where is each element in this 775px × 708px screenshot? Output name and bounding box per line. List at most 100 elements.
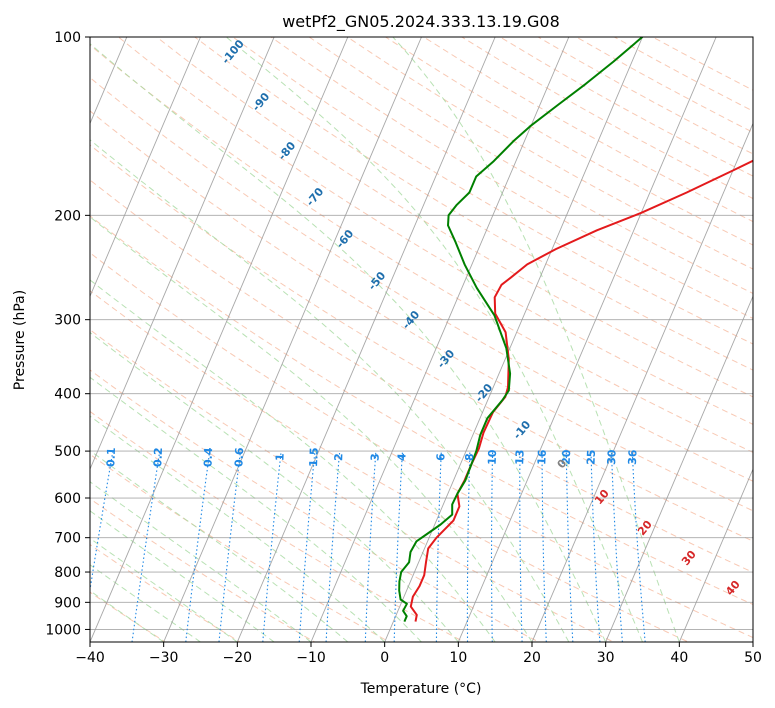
mixing-ratio-line: [490, 451, 494, 642]
dry-adiabat-line: [90, 144, 753, 542]
mixing-ratio-line: [364, 451, 377, 642]
mixing-ratio-label: 4: [395, 453, 408, 462]
x-tick-label: −20: [223, 650, 253, 666]
mixing-ratio-line: [565, 451, 574, 642]
dry-adiabat-label: 20: [635, 518, 655, 538]
temperature-line: [409, 159, 753, 622]
dry-adiabat-line: [90, 543, 241, 642]
moist-adiabat-label: -20: [473, 381, 496, 405]
mixing-ratio-label: 1: [273, 453, 286, 461]
x-tick-label: 40: [670, 650, 688, 666]
isotherm-line: [531, 122, 753, 642]
chart-title: wetPf2_GN05.2024.333.13.19.G08: [282, 12, 560, 32]
dry-adiabat-line: [90, 215, 753, 606]
moist-adiabat-line: [90, 510, 275, 642]
y-tick-label: 200: [54, 208, 81, 224]
dry-adiabat-line: [117, 37, 753, 425]
isotherm-line: [236, 37, 496, 642]
dry-adiabat-label: 10: [592, 487, 612, 507]
x-tick-label: 30: [597, 650, 615, 666]
isotherm-line: [752, 640, 753, 642]
mixing-ratio-label: 0.6: [232, 447, 246, 467]
dry-adiabat-line: [346, 37, 753, 270]
mixing-ratio-line: [185, 451, 211, 642]
dry-adiabat-line: [90, 329, 615, 642]
dry-adiabat-line: [90, 252, 753, 639]
mixing-ratio-line: [590, 451, 601, 642]
isotherm-line: [90, 37, 275, 471]
dry-adiabat-line: [308, 37, 753, 295]
mixing-ratio-label: 25: [584, 449, 598, 465]
mixing-ratio-line: [519, 451, 523, 642]
dry-adiabat-line: [90, 410, 466, 642]
moist-adiabat-line: [90, 43, 607, 642]
isotherm-line: [384, 37, 643, 642]
moist-adiabat-label: -100: [219, 37, 247, 67]
mixing-ratio-label: 13: [513, 449, 527, 465]
mixing-ratio-label: 6: [434, 453, 447, 462]
mixing-ratio-label: 20: [560, 449, 574, 465]
axes: −40 −30 −20 −10 0 10 20 30 40 50 1000 900 800 700 600 5…: [45, 30, 762, 666]
dry-adiabat-line: [90, 369, 540, 642]
moist-adiabat-line: [225, 37, 643, 642]
y-tick-label: 700: [54, 531, 81, 547]
dry-adiabat-line: [155, 37, 753, 398]
dewpoint-line: [398, 37, 644, 622]
y-tick-label: 400: [54, 387, 81, 403]
dry-adiabat-line: [90, 498, 316, 642]
moist-adiabat-line: [90, 590, 164, 642]
mixing-ratio-line: [435, 451, 442, 642]
x-tick-label: −40: [75, 650, 105, 666]
y-tick-label: 900: [54, 595, 81, 611]
mixing-ratio-line: [131, 451, 161, 642]
mixing-ratio-label: 10: [486, 449, 500, 465]
dry-adiabat-line: [90, 453, 391, 642]
mixing-ratio-label: 30: [605, 449, 619, 465]
y-tick-label: 300: [54, 313, 81, 329]
dry-adiabat-line: [613, 37, 753, 112]
moist-adiabat-line: [392, 37, 680, 642]
dry-adiabat-line: [90, 179, 753, 573]
moist-adiabat-label: -50: [366, 269, 389, 293]
mixing-ratio-line: [393, 451, 404, 642]
mixing-ratio-label: 2: [332, 453, 345, 461]
moist-adiabat-line: [90, 564, 201, 642]
moist-adiabat-line: [90, 537, 238, 642]
x-tick-label: 10: [449, 650, 467, 666]
x-tick-label: 50: [744, 650, 762, 666]
y-tick-label: 800: [54, 565, 81, 581]
isotherm-line: [90, 37, 349, 642]
mixing-ratio-line: [466, 451, 471, 642]
y-axis-label: Pressure (hPa): [12, 290, 28, 390]
mixing-ratio-line: [262, 451, 282, 642]
dry-adiabat-line: [90, 76, 753, 482]
dry-adiabat-line: [90, 110, 753, 512]
mixing-ratio-label: 16: [535, 449, 549, 465]
moist-adiabat-line: [90, 279, 496, 642]
y-tick-label: 500: [54, 444, 81, 460]
dry-adiabat-line: [90, 290, 690, 642]
mixing-ratio-line: [541, 451, 547, 642]
moist-adiabat-line: [90, 216, 533, 642]
y-tick-label: 100: [54, 30, 81, 46]
x-tick-label: 20: [523, 650, 541, 666]
y-tick-label: 1000: [45, 622, 81, 638]
isotherm-line: [605, 295, 753, 642]
x-tick-label: −30: [149, 650, 179, 666]
mixing-ratio-line: [298, 451, 316, 642]
mixing-ratio-label: 1.5: [307, 447, 321, 467]
moist-adiabat-line: [90, 481, 312, 642]
x-tick-label: −10: [296, 650, 326, 666]
moist-adiabat-line: [90, 449, 349, 642]
mixing-ratio-label: 0.1: [104, 447, 118, 467]
mixing-ratio-line: [90, 451, 114, 594]
moist-adiabat-label: -40: [400, 308, 423, 332]
moist-adiabat-label: -30: [435, 347, 458, 371]
dry-adiabat-line: [422, 37, 753, 223]
isotherm-line: [457, 37, 717, 642]
mixing-ratio-line: [325, 451, 341, 642]
isotherm-line: [678, 467, 753, 642]
mixing-ratio-label: 0.4: [201, 447, 215, 467]
x-tick-label: 0: [380, 650, 389, 666]
